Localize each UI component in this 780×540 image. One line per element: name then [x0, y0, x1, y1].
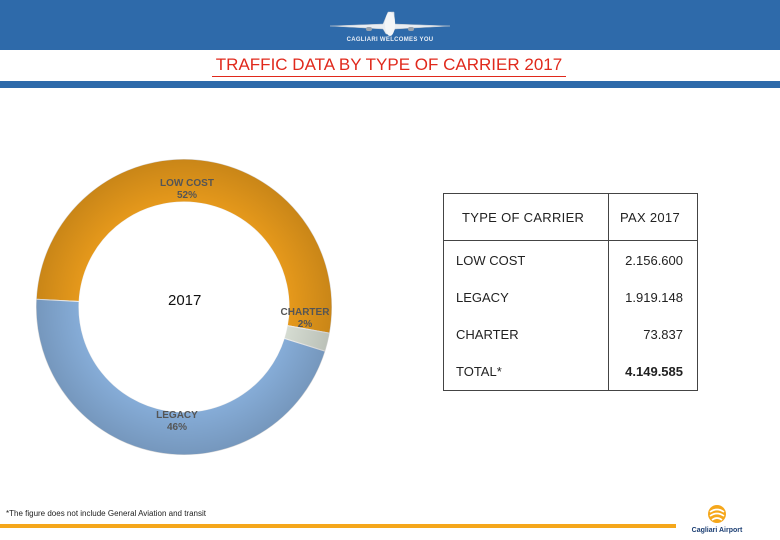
footnote: *The figure does not include General Avi… [6, 509, 206, 518]
table-header-carrier: TYPE OF CARRIER [462, 210, 585, 225]
donut-chart [35, 158, 333, 456]
page-title: TRAFFIC DATA BY TYPE OF CARRIER 2017 [0, 55, 780, 77]
table-header-pax: PAX 2017 [620, 210, 680, 225]
slice-label-legacy: LEGACY 46% [145, 410, 209, 434]
airport-logo-icon: Cagliari Airport [692, 505, 743, 534]
chart-center-year: 2017 [168, 292, 202, 309]
table-row-name: LOW COST [456, 253, 526, 268]
slice-percent: 2% [297, 319, 313, 330]
slice-label-low-cost: LOW COST 52% [155, 178, 219, 202]
page-title-text: TRAFFIC DATA BY TYPE OF CARRIER 2017 [211, 55, 567, 77]
airport-logo-text: Cagliari Airport [692, 527, 743, 534]
table-row-value: 73.837 [643, 327, 683, 342]
table-row-name: CHARTER [456, 327, 519, 342]
table-row-value: 2.156.600 [625, 253, 683, 268]
slice-name: LOW COST [160, 178, 214, 189]
slice-name: LEGACY [156, 410, 198, 421]
slice-percent: 52% [176, 190, 197, 201]
traffic-table: TYPE OF CARRIER PAX 2017 LOW COST 2.156.… [443, 193, 698, 391]
slice-percent: 46% [166, 422, 187, 433]
title-divider [0, 81, 780, 88]
welcome-tagline: CAGLIARI WELCOMES YOU [346, 37, 434, 43]
table-row-name: LEGACY [456, 290, 509, 305]
slice-label-charter: CHARTER 2% [273, 307, 337, 331]
table-row-value: 1.919.148 [625, 290, 683, 305]
table-column-divider [608, 194, 609, 390]
footer-accent-bar [0, 524, 676, 528]
table-header-divider [444, 240, 697, 241]
table-row-name: TOTAL* [456, 364, 502, 379]
table-row-value: 4.149.585 [625, 364, 683, 379]
slice-name: CHARTER [280, 307, 330, 318]
airplane-icon [329, 11, 451, 36]
